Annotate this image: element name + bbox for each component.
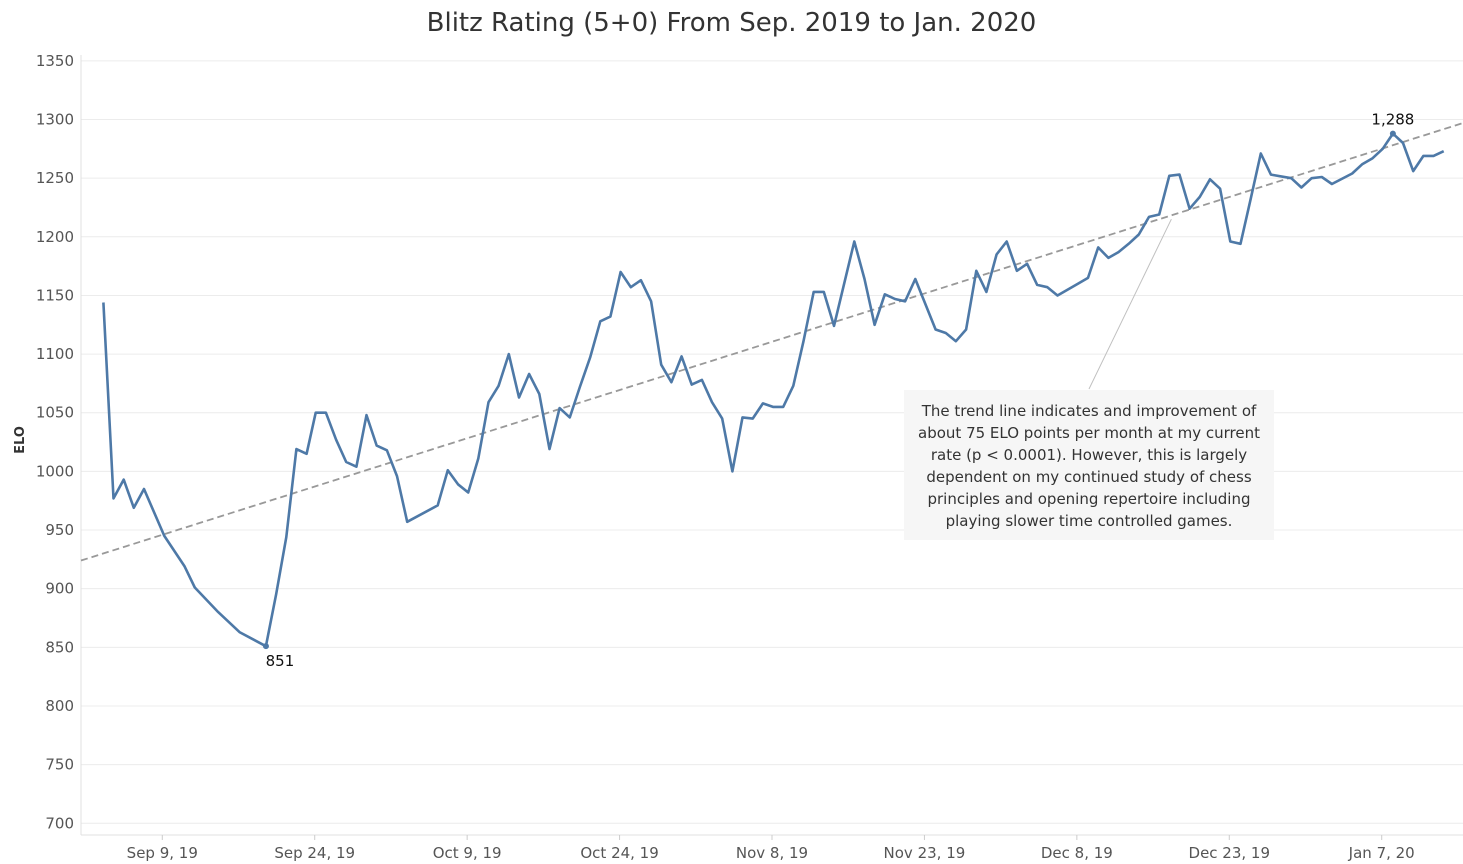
data-label: 1,288 bbox=[1371, 111, 1414, 129]
y-tick-label: 1000 bbox=[36, 462, 74, 480]
y-axis-label: ELO bbox=[13, 426, 28, 454]
y-axis-ticks: 700 750 800 850 900 950 1000 1050 1100 1150 1200 12… bbox=[36, 52, 74, 832]
y-tick-label: 1100 bbox=[36, 345, 74, 363]
y-tick-label: 850 bbox=[45, 638, 74, 656]
data-label: 851 bbox=[266, 652, 295, 670]
y-tick-label: 1250 bbox=[36, 169, 74, 187]
annotation-pointer-group bbox=[1088, 218, 1172, 390]
annotation-pointer bbox=[1088, 218, 1172, 390]
x-axis-ticks: Sep 9, 19 Sep 24, 19 Oct 9, 19 Oct 24, 19 No… bbox=[127, 835, 1415, 862]
x-tick-label: Dec 23, 19 bbox=[1189, 844, 1271, 862]
y-tick-label: 950 bbox=[45, 521, 74, 539]
series-line bbox=[102, 132, 1445, 648]
y-tick-label: 1350 bbox=[36, 52, 74, 70]
x-tick-label: Dec 8, 19 bbox=[1041, 844, 1113, 862]
y-tick-label: 1300 bbox=[36, 111, 74, 129]
y-tick-label: 700 bbox=[45, 814, 74, 832]
y-tick-label: 800 bbox=[45, 697, 74, 715]
y-tick-label: 1150 bbox=[36, 286, 74, 304]
y-tick-label: 1050 bbox=[36, 404, 74, 422]
x-tick-label: Sep 24, 19 bbox=[274, 844, 355, 862]
data-point-marker bbox=[1389, 130, 1396, 137]
y-tick-label: 900 bbox=[45, 580, 74, 598]
x-tick-label: Nov 23, 19 bbox=[884, 844, 966, 862]
data-point-marker bbox=[262, 643, 269, 650]
y-tick-label: 1200 bbox=[36, 228, 74, 246]
y-tick-label: 750 bbox=[45, 756, 74, 774]
annotation-box: The trend line indicates and improvement… bbox=[904, 390, 1274, 540]
x-tick-label: Sep 9, 19 bbox=[127, 844, 198, 862]
x-tick-label: Nov 8, 19 bbox=[736, 844, 808, 862]
x-tick-label: Oct 9, 19 bbox=[433, 844, 502, 862]
grid-lines bbox=[81, 60, 1463, 824]
chart-title: Blitz Rating (5+0) From Sep. 2019 to Jan… bbox=[426, 8, 1037, 38]
series-group bbox=[102, 132, 1445, 648]
x-tick-label: Oct 24, 19 bbox=[580, 844, 658, 862]
x-tick-label: Jan 7, 20 bbox=[1348, 844, 1415, 862]
data-labels: 851 1,288 bbox=[262, 111, 1414, 670]
